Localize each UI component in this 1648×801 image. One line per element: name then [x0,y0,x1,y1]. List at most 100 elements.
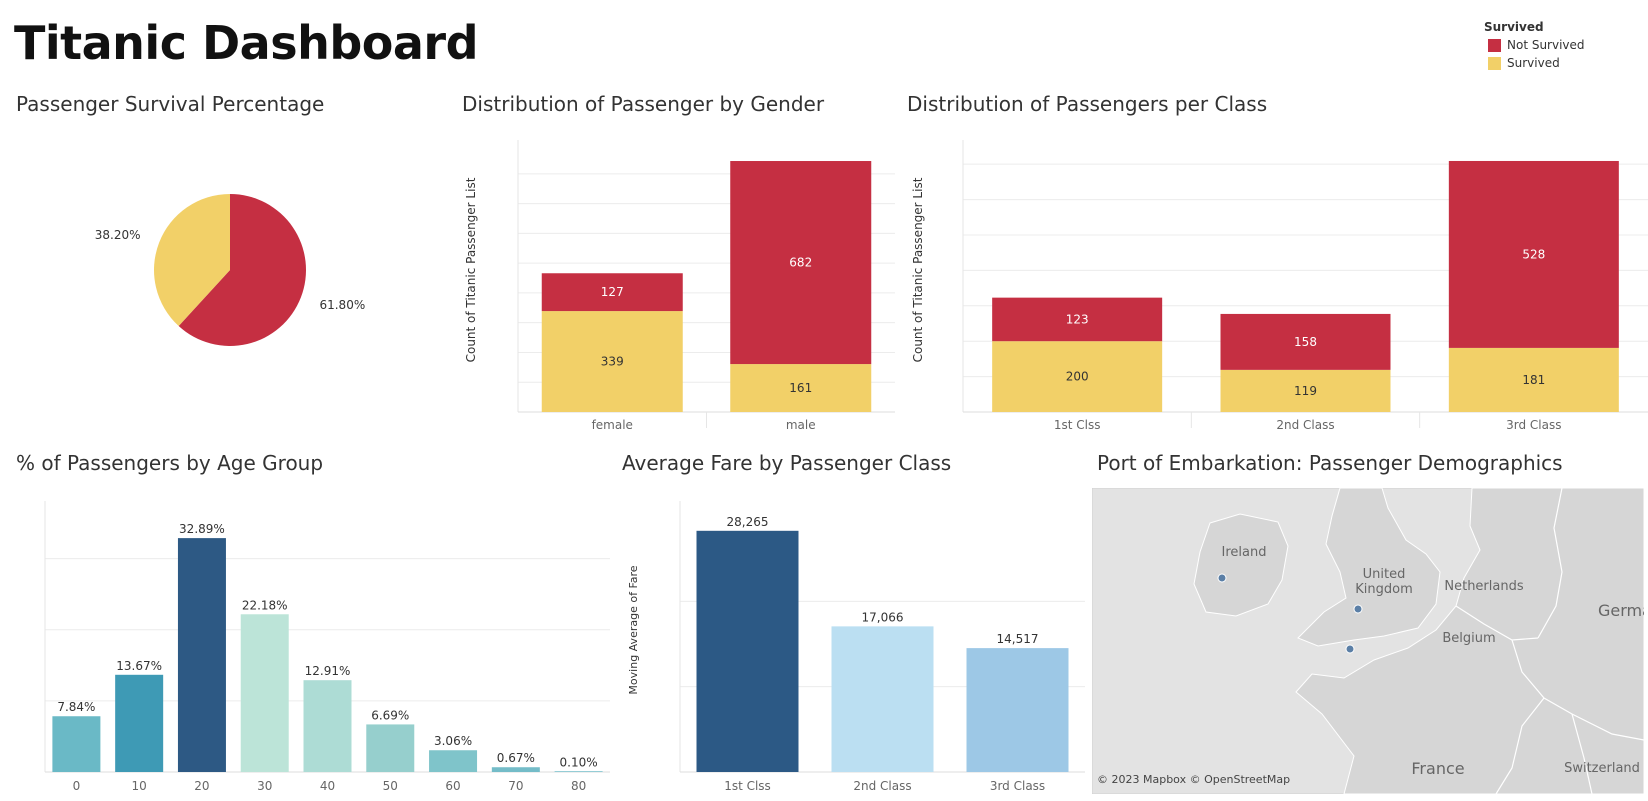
age-value-label: 0.10% [560,755,598,769]
fare-bar-chart[interactable]: 28,265 1st Clss 17,066 2nd Class 14,517 3rd C… [620,480,1090,801]
class-chart-title: Distribution of Passengers per Class [907,92,1268,116]
gender-bar-chart[interactable]: 339 127 female 161 682 male Count of Titanic … [455,120,900,440]
class-bar-not-survived[interactable] [1448,160,1619,348]
class-value-label: 123 [1066,312,1089,326]
fare-bar[interactable] [831,626,934,772]
map-label-france: France [1411,759,1464,778]
survived-legend[interactable]: Survived Not Survived Survived [1484,20,1585,74]
age-value-label: 0.67% [497,751,535,765]
map-land-continent [1295,488,1644,794]
class-value-label: 158 [1294,335,1317,349]
map-credit: © 2023 Mapbox © OpenStreetMap [1097,773,1291,786]
gender-bar-survived[interactable] [541,311,683,412]
fare-tick-label: 3rd Class [990,779,1045,793]
class-tick-label: 3rd Class [1506,418,1561,432]
map-land-ireland [1193,513,1289,617]
age-value-label: 3.06% [434,734,472,748]
age-bar[interactable] [303,680,352,772]
map-label-uk: United Kingdom [1355,567,1413,597]
class-bar-survived[interactable] [1220,369,1391,412]
survival-pie-title: Passenger Survival Percentage [16,92,325,116]
class-tick-label: 1st Clss [1054,418,1101,432]
map-label-germany: German [1598,601,1644,620]
class-bar-survived[interactable] [992,341,1163,412]
map-title: Port of Embarkation: Passenger Demograph… [1097,451,1563,475]
age-value-label: 13.67% [116,659,162,673]
fare-tick-label: 2nd Class [853,779,911,793]
gender-value-label: 127 [601,285,624,299]
map-borders [1455,488,1644,794]
age-value-label: 12.91% [305,664,351,678]
age-bar-chart[interactable]: 7.84% 0 13.67% 10 32.89% 20 22.18% 30 12.91% 40 6.… [0,480,620,801]
pie-slice-not-survived[interactable] [178,194,307,346]
legend-label-not-survived: Not Survived [1507,38,1585,52]
map-point-queenstown[interactable] [1217,573,1227,583]
class-tick-label: 2nd Class [1276,418,1334,432]
legend-item-not-survived[interactable]: Not Survived [1488,38,1585,52]
gender-value-label: 682 [789,256,812,270]
gender-tick-label: male [786,418,816,432]
fare-chart-title: Average Fare by Passenger Class [622,451,952,475]
age-bar[interactable] [366,724,415,772]
embarkation-map[interactable]: Ireland United Kingdom Netherlands Belgiu… [1092,488,1644,794]
age-tick-label: 40 [320,779,335,793]
map-point-cherbourg[interactable] [1345,644,1355,654]
gender-bar-not-survived[interactable] [730,161,872,365]
pie-slice-survived-label: 38.20% [95,228,141,242]
age-tick-label: 70 [508,779,523,793]
map-point-southampton[interactable] [1353,604,1363,614]
age-value-label: 7.84% [57,700,95,714]
age-tick-label: 30 [257,779,272,793]
gender-bar-not-survived[interactable] [541,273,683,312]
fare-value-label: 28,265 [727,515,769,529]
fare-bar[interactable] [696,530,799,772]
age-bar[interactable] [554,771,603,772]
age-value-label: 6.69% [371,708,409,722]
age-value-label: 22.18% [242,598,288,612]
map-label-belgium: Belgium [1442,631,1495,646]
age-value-label: 32.89% [179,522,225,536]
class-bar-chart[interactable]: 200 123 1st Clss 119 158 2nd Class 181 528 3rd C… [900,120,1648,440]
gender-bar-survived[interactable] [730,364,872,412]
fare-y-axis-label: Moving Average of Fare [627,565,640,694]
map-land-uk [1297,488,1441,647]
age-tick-label: 50 [383,779,398,793]
dashboard-title: Titanic Dashboard [14,16,479,70]
fare-value-label: 14,517 [997,632,1039,646]
gender-chart-title: Distribution of Passenger by Gender [462,92,825,116]
fare-value-label: 17,066 [862,610,904,624]
age-tick-label: 60 [445,779,460,793]
age-bar[interactable] [491,767,540,772]
gender-value-label: 161 [789,381,812,395]
map-label-switzerland: Switzerland [1564,761,1640,776]
gender-tick-label: female [592,418,633,432]
age-tick-label: 0 [73,779,81,793]
class-y-axis-label: Count of Titanic Passenger List [911,177,925,362]
age-bar[interactable] [52,716,101,772]
age-bar[interactable] [115,674,164,772]
age-bar[interactable] [177,538,226,772]
map-label-netherlands: Netherlands [1444,579,1523,594]
age-tick-label: 20 [194,779,209,793]
class-bar-not-survived[interactable] [992,297,1163,342]
class-bar-survived[interactable] [1448,347,1619,412]
age-chart-title: % of Passengers by Age Group [16,451,324,475]
class-value-label: 528 [1522,247,1545,261]
fare-bar[interactable] [966,648,1069,772]
legend-swatch-survived [1488,56,1501,70]
fare-tick-label: 1st Clss [724,779,771,793]
age-tick-label: 80 [571,779,586,793]
gender-value-label: 339 [601,355,624,369]
age-tick-label: 10 [132,779,147,793]
class-value-label: 200 [1066,370,1089,384]
legend-swatch-not-survived [1488,38,1501,52]
survival-pie-chart[interactable]: 61.80% 38.20% [0,120,440,440]
gender-y-axis-label: Count of Titanic Passenger List [464,177,478,362]
legend-item-survived[interactable]: Survived [1488,56,1585,70]
pie-slice-survived[interactable] [154,194,230,327]
age-bar[interactable] [429,750,478,772]
map-label-ireland: Ireland [1222,545,1267,560]
age-bar[interactable] [240,614,289,772]
class-bar-not-survived[interactable] [1220,313,1391,370]
pie-slice-not-survived-label: 61.80% [319,298,365,312]
